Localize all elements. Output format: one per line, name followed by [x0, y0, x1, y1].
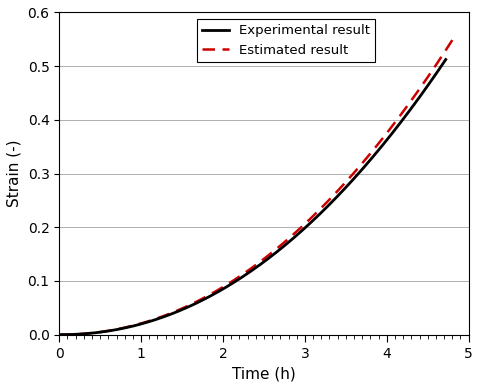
Estimated result: [244, 269, 250, 274]
Estimated result: [57, 333, 62, 337]
Experimental result: [373, 151, 379, 156]
Estimated result: [270, 249, 276, 254]
Estimated result: [246, 267, 252, 272]
Experimental result: [57, 333, 62, 337]
Y-axis label: Strain (-): Strain (-): [7, 140, 22, 207]
Estimated result: [442, 50, 447, 55]
Experimental result: [287, 239, 292, 244]
Experimental result: [265, 256, 271, 261]
Experimental result: [433, 71, 439, 76]
Experimental result: [242, 273, 248, 277]
Legend: Experimental result, Estimated result: Experimental result, Estimated result: [197, 19, 375, 62]
X-axis label: Time (h): Time (h): [232, 366, 296, 381]
Estimated result: [380, 136, 385, 140]
Experimental result: [240, 274, 246, 279]
Line: Estimated result: Estimated result: [60, 38, 454, 335]
Estimated result: [291, 231, 297, 236]
Estimated result: [451, 35, 457, 40]
Line: Experimental result: Experimental result: [60, 59, 446, 335]
Experimental result: [443, 57, 449, 62]
